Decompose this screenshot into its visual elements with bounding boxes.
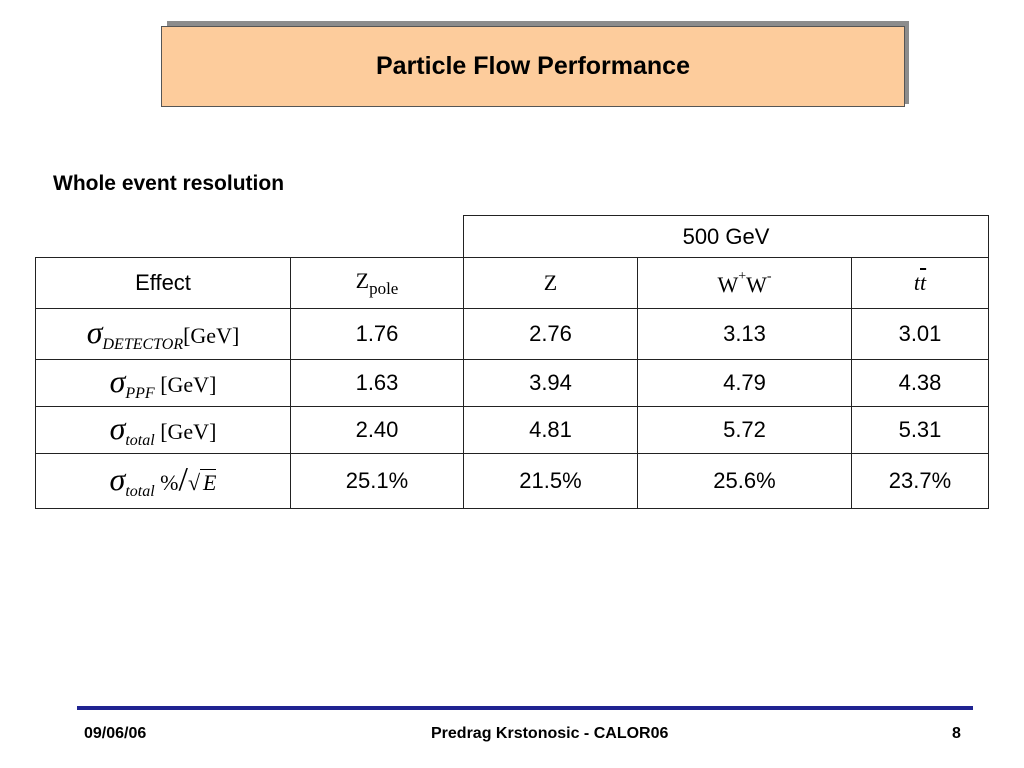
- sigma-symbol: σ: [109, 363, 126, 399]
- total-subscript: total: [125, 432, 155, 449]
- ww-sup1: +: [738, 268, 747, 284]
- ww-w2: W: [746, 271, 767, 297]
- footer-page-number: 8: [952, 725, 961, 742]
- row-label-detector: σDETECTOR[GeV]: [35, 308, 291, 360]
- cell-total-zpole: 2.40: [290, 406, 464, 454]
- row-label-total: σtotal [GeV]: [35, 406, 291, 454]
- cell-detector-tt: 3.01: [851, 308, 989, 360]
- table-row: σPPF [GeV] 1.63 3.94 4.79 4.38: [35, 359, 989, 407]
- z-header-cell: Z: [463, 257, 638, 309]
- slide-title: Particle Flow Performance: [375, 52, 690, 80]
- footer-author: Predrag Krstonosic - CALOR06: [431, 725, 669, 742]
- sqrt-e: E: [200, 469, 217, 495]
- sqrt-symbol: √: [187, 470, 201, 495]
- cell-total-z: 4.81: [463, 406, 638, 454]
- cell-detector-zpole: 1.76: [290, 308, 464, 360]
- cell-ppf-zpole: 1.63: [290, 359, 464, 407]
- blank-corner-cell: [36, 216, 464, 258]
- percent-symbol: %: [160, 470, 179, 495]
- ttbar-header-cell: tt: [851, 257, 989, 309]
- gev-unit: [GeV]: [183, 323, 240, 348]
- gev-unit: [GeV]: [160, 372, 217, 397]
- cell-ppf-tt: 4.38: [851, 359, 989, 407]
- title-box: Particle Flow Performance: [161, 26, 905, 107]
- energy-header-cell: 500 GeV: [463, 215, 989, 258]
- section-subtitle: Whole event resolution: [53, 172, 285, 195]
- table-header-row-energy: 500 GeV: [36, 215, 989, 258]
- table-row: σDETECTOR[GeV] 1.76 2.76 3.13 3.01: [35, 308, 989, 360]
- zpole-subscript: pole: [369, 278, 399, 298]
- ww-w1: W: [717, 271, 739, 297]
- effect-header-cell: Effect: [35, 257, 291, 309]
- ww-header-cell: W+W-: [637, 257, 852, 309]
- zpole-header-cell: Zpole: [290, 257, 464, 309]
- cell-total-ww: 5.72: [637, 406, 852, 454]
- cell-ppf-z: 3.94: [463, 359, 638, 407]
- sigma-symbol: σ: [109, 410, 126, 446]
- row-label-ppf: σPPF [GeV]: [35, 359, 291, 407]
- table-row: σtotal %/√ E 25.1% 21.5% 25.6% 23.7%: [35, 453, 989, 509]
- tt-t2-bar: t: [920, 270, 927, 295]
- cell-detector-ww: 3.13: [637, 308, 852, 360]
- resolution-table: 500 GeV Effect Zpole Z W+W- tt σDETECTOR…: [35, 215, 989, 509]
- sigma-symbol: σ: [86, 314, 103, 350]
- row-label-total-percent: σtotal %/√ E: [35, 453, 291, 509]
- cell-percent-zpole: 25.1%: [290, 453, 464, 509]
- ppf-subscript: PPF: [125, 385, 155, 402]
- gev-unit: [GeV]: [160, 419, 217, 444]
- tt-t1: t: [913, 270, 920, 295]
- sigma-symbol: σ: [109, 461, 126, 497]
- footer-date: 09/06/06: [84, 725, 147, 742]
- cell-percent-ww: 25.6%: [637, 453, 852, 509]
- table-header-row-processes: Effect Zpole Z W+W- tt: [35, 257, 989, 309]
- cell-ppf-ww: 4.79: [637, 359, 852, 407]
- zpole-symbol: Z: [355, 267, 370, 293]
- cell-total-tt: 5.31: [851, 406, 989, 454]
- cell-percent-tt: 23.7%: [851, 453, 989, 509]
- ww-sup2: -: [766, 268, 772, 284]
- table-row: σtotal [GeV] 2.40 4.81 5.72 5.31: [35, 406, 989, 454]
- cell-detector-z: 2.76: [463, 308, 638, 360]
- cell-percent-z: 21.5%: [463, 453, 638, 509]
- footer-rule: [77, 706, 973, 710]
- detector-subscript: DETECTOR: [102, 336, 184, 353]
- total-subscript: total: [125, 483, 155, 500]
